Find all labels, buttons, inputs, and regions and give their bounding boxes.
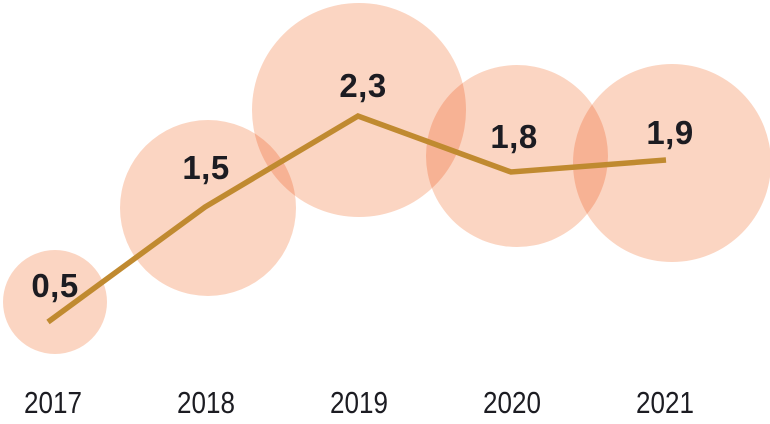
x-axis-label-2018: 2018 xyxy=(177,385,235,420)
value-label-2017: 0,5 xyxy=(31,267,79,304)
value-label-2019: 2,3 xyxy=(339,67,387,104)
value-label-2020: 1,8 xyxy=(490,118,538,155)
x-axis-label-2021: 2021 xyxy=(636,385,694,420)
value-label-2018: 1,5 xyxy=(182,149,230,186)
x-axis-label-2020: 2020 xyxy=(483,385,541,420)
x-axis-label-2017: 2017 xyxy=(24,385,82,420)
value-label-2021: 1,9 xyxy=(646,114,694,151)
x-axis-label-2019: 2019 xyxy=(330,385,388,420)
